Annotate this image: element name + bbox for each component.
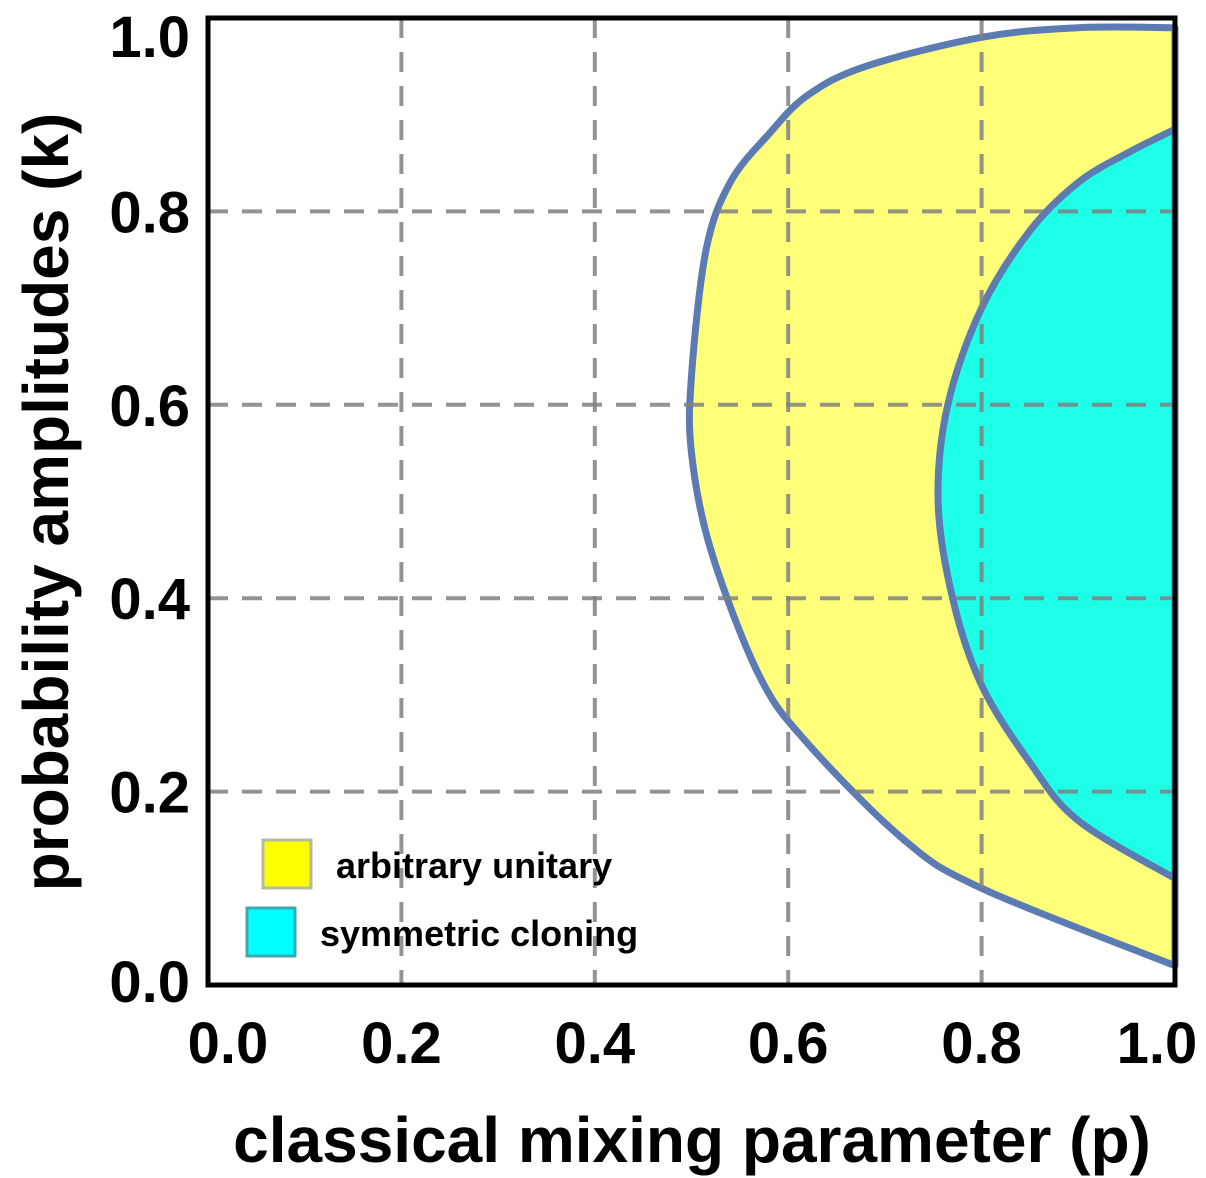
y-tick-label: 1.0 [109,5,190,70]
legend: arbitrary unitary symmetric cloning [245,838,638,958]
y-tick-label: 0.0 [109,950,190,1015]
x-axis-title: classical mixing parameter (p) [233,1104,1151,1176]
region-symmetric-cloning [934,125,1179,883]
x-tick-label: 0.6 [748,1011,829,1076]
regions [685,23,1179,970]
x-axis-ticks: 0.0 0.2 0.4 0.6 0.8 1.0 [188,1011,1198,1076]
x-tick-label: 0.2 [361,1011,442,1076]
x-tick-label: 0.8 [941,1011,1022,1076]
legend-swatch [261,838,313,890]
y-tick-label: 0.2 [109,761,190,826]
x-tick-label: 0.0 [188,1011,269,1076]
legend-swatch [245,906,297,958]
legend-label: arbitrary unitary [336,845,612,886]
y-tick-label: 0.6 [109,374,190,439]
y-axis-title: probability amplitudes (k) [10,113,82,892]
plot-frame [205,15,1178,988]
legend-label: symmetric cloning [320,913,638,954]
y-tick-label: 0.4 [109,567,190,632]
x-tick-label: 1.0 [1117,1011,1198,1076]
y-axis-ticks: 0.0 0.2 0.4 0.6 0.8 1.0 [109,5,190,1015]
gridlines [208,18,1175,985]
y-tick-label: 0.8 [109,180,190,245]
x-tick-label: 0.4 [554,1011,635,1076]
